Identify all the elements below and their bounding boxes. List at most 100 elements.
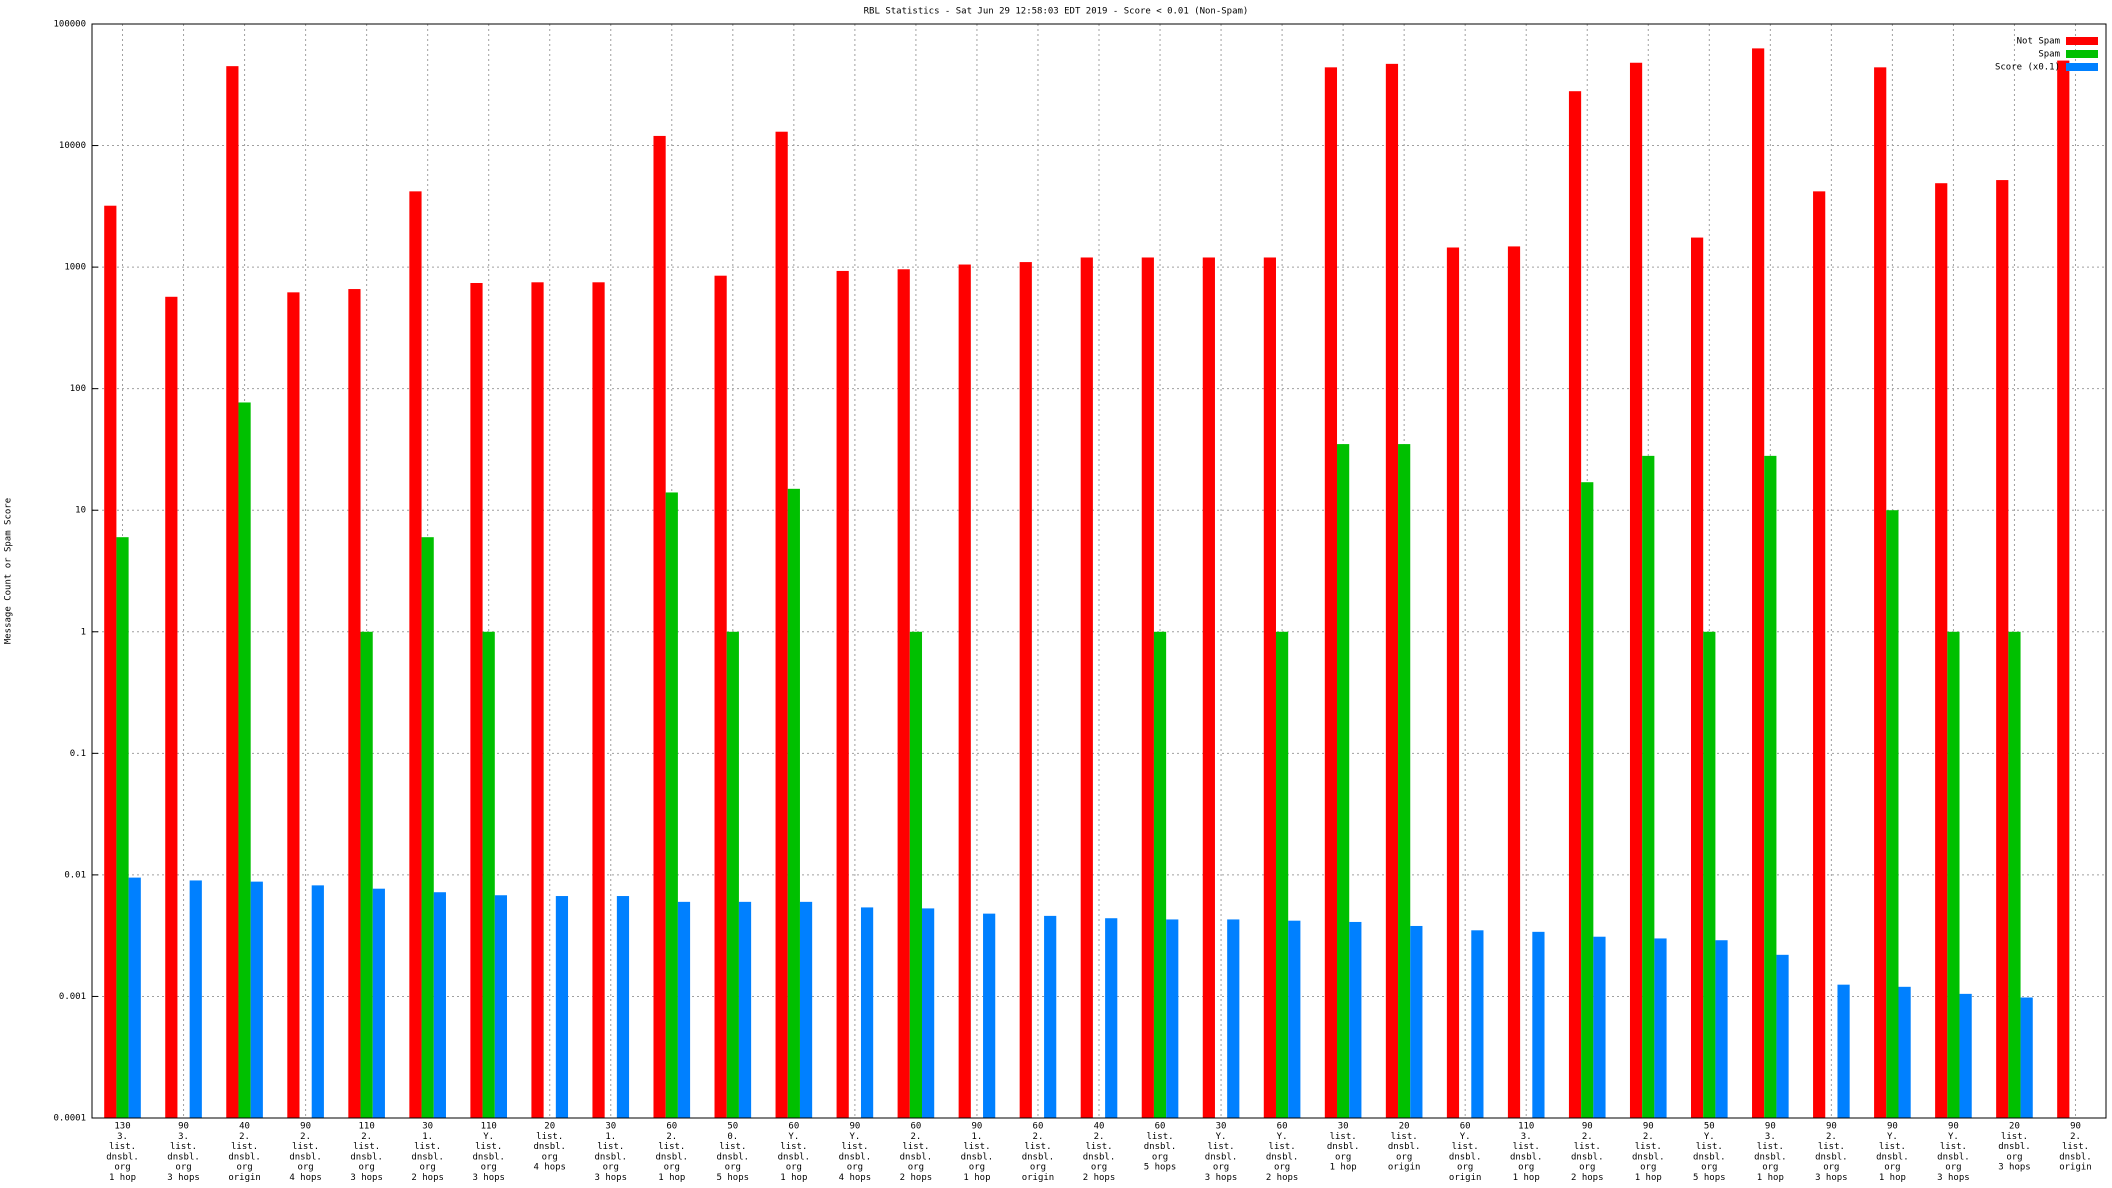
x-tick-label: Y. [1277,1132,1288,1142]
x-tick-label: org [969,1163,985,1173]
chart-title: RBL Statistics - Sat Jun 29 12:58:03 EDT… [864,7,1249,17]
bar [104,205,117,1118]
x-tick-label: org [1091,1163,1107,1173]
bar [1166,919,1179,1118]
x-tick-label: 5 hops [717,1173,750,1183]
bar [1446,247,1460,1118]
bar [1898,986,1911,1118]
x-tick-label: 3 hops [472,1173,505,1183]
x-tick-label: 4 hops [289,1173,322,1183]
x-tick-label: 1 hop [1513,1173,1540,1183]
bar [348,289,361,1119]
x-tick-label: list. [475,1142,502,1152]
x-tick-label: org [114,1163,130,1173]
bar [1642,455,1655,1118]
y-tick-label: 1 [81,627,86,637]
bar [555,896,569,1118]
x-tick-label: dnsbl. [411,1152,444,1162]
x-tick-label: 40 [1094,1122,1105,1132]
bar [665,492,678,1118]
bar [1080,257,1093,1118]
x-tick-label: dnsbl. [106,1152,139,1162]
bar [189,880,202,1118]
bar [1507,246,1521,1118]
x-tick-label: org [359,1163,375,1173]
x-tick-label: org [481,1163,497,1173]
x-tick-label: org [1579,1163,1595,1173]
bar [311,885,324,1118]
x-tick-label: 3 hops [1815,1173,1848,1183]
x-tick-label: dnsbl. [1327,1142,1360,1152]
bar [1153,631,1167,1118]
x-tick-label: 3 hops [1205,1173,1238,1183]
x-tick-label: 90 [849,1122,860,1132]
bar [1105,918,1118,1118]
x-tick-label: dnsbl. [472,1152,505,1162]
x-tick-label: 60 [910,1122,921,1132]
x-tick-label: dnsbl. [1144,1142,1177,1152]
legend-swatch [2066,63,2098,71]
x-tick-label: org [297,1163,313,1173]
x-tick-label: org [1945,1163,1961,1173]
x-tick-label: 50 [1704,1122,1715,1132]
x-tick-label: 2 hops [1266,1173,1299,1183]
x-tick-label: 1. [605,1132,616,1142]
x-tick-label: list. [902,1142,929,1152]
x-tick-label: list. [414,1142,441,1152]
x-tick-label: dnsbl. [1510,1152,1543,1162]
x-tick-label: org [175,1163,191,1173]
bar [470,283,483,1118]
x-tick-label: dnsbl. [1205,1152,1238,1162]
x-tick-label: 2 hops [411,1173,444,1183]
x-tick-label: list. [1391,1132,1418,1142]
bar [1813,191,1826,1119]
x-tick-label: 3 hops [350,1173,383,1183]
x-tick-label: 1. [422,1132,433,1142]
x-tick-label: 3 hops [1937,1173,1970,1183]
bar [1703,631,1716,1118]
x-tick-label: 2 hops [1083,1173,1116,1183]
x-tick-label: 2. [239,1132,250,1142]
bar [787,488,800,1118]
y-axis-label: Message Count or Spam Score [4,498,14,644]
bar [1532,931,1545,1118]
x-tick-label: org [1030,1163,1046,1173]
x-tick-label: 3. [178,1132,189,1142]
x-tick-label: org [2006,1152,2022,1162]
x-tick-label: Y. [1460,1132,1471,1142]
x-tick-label: dnsbl. [350,1152,383,1162]
x-tick-label: 3. [1765,1132,1776,1142]
bar [372,888,385,1118]
bar [1349,921,1362,1118]
bar [1324,67,1338,1118]
x-tick-label: dnsbl. [778,1152,811,1162]
bar [1764,455,1777,1118]
y-tick-label: 0.1 [70,749,86,759]
bar [1398,444,1411,1118]
y-tick-label: 1000 [64,263,86,273]
x-tick-label: dnsbl. [594,1152,627,1162]
y-tick-label: 100000 [53,20,86,30]
x-tick-label: 1 hop [109,1173,136,1183]
bar [1752,48,1765,1119]
x-tick-label: dnsbl. [1998,1142,2031,1152]
bar [1629,62,1643,1118]
bar [433,892,446,1118]
x-tick-label: list. [1085,1142,1112,1152]
x-tick-label: dnsbl. [961,1152,994,1162]
x-tick-label: 30 [1338,1122,1349,1132]
x-tick-label: 30 [605,1122,616,1132]
x-tick-label: dnsbl. [1815,1152,1848,1162]
x-tick-label: 2. [1582,1132,1593,1142]
x-tick-label: dnsbl. [1388,1142,1421,1152]
x-tick-label: 60 [1033,1122,1044,1132]
x-tick-label: list. [780,1142,807,1152]
bar [1581,482,1594,1119]
bar [836,270,849,1119]
bar [482,631,495,1118]
bar [360,631,373,1118]
x-tick-label: Y. [1887,1132,1898,1142]
x-tick-label: org [1884,1163,1900,1173]
bar [860,907,874,1118]
x-tick-label: 5 hops [1693,1173,1726,1183]
